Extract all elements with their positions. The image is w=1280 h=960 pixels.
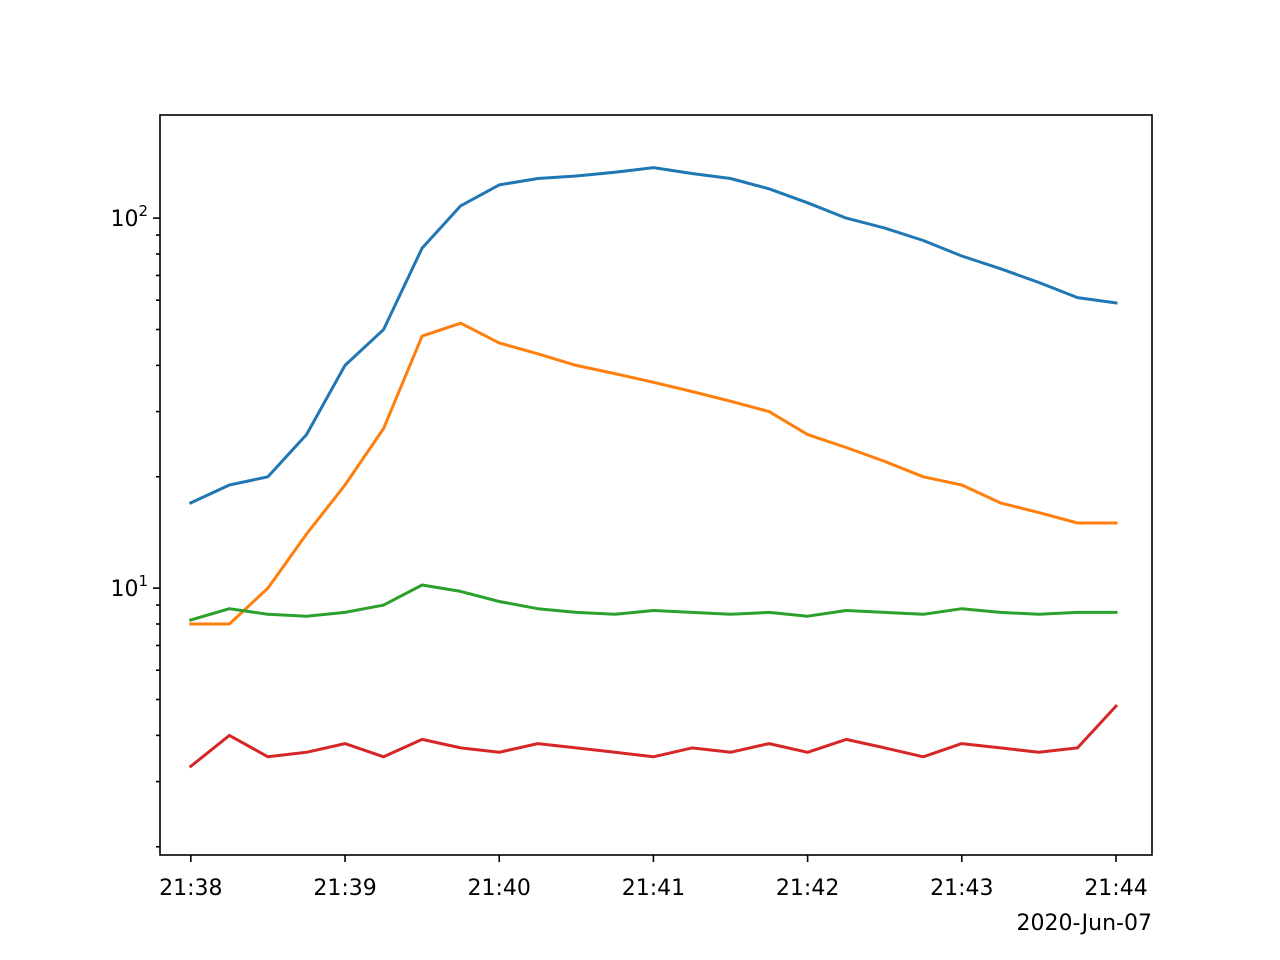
date-offset-label: 2020-Jun-07 — [1017, 911, 1152, 936]
x-tick-label: 21:39 — [313, 876, 376, 901]
series-line-3 — [188, 583, 1118, 622]
y-tick-label: 101 — [110, 572, 148, 602]
x-tick-label: 21:41 — [622, 876, 685, 901]
x-tick-label: 21:42 — [776, 876, 839, 901]
x-tick-label: 21:43 — [930, 876, 993, 901]
y-axis: 101 102 — [110, 202, 160, 848]
x-tick-label: 21:40 — [468, 876, 531, 901]
x-tick-label: 21:44 — [1084, 876, 1147, 901]
series-layer — [188, 166, 1119, 769]
series-line-4 — [188, 703, 1119, 769]
series-line-1 — [188, 166, 1118, 505]
x-axis: 21:38 21:39 21:40 21:41 21:42 21:43 21:44 — [159, 855, 1148, 901]
series-line-2 — [189, 321, 1118, 626]
x-tick-label: 21:38 — [159, 876, 222, 901]
plot-frame — [159, 114, 1153, 856]
y-tick-label: 102 — [110, 202, 148, 232]
